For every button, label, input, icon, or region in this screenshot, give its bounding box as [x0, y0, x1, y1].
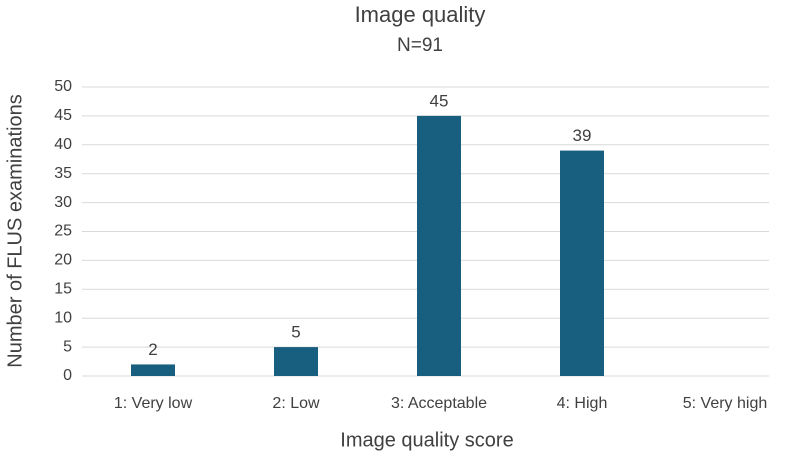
x-tick-label: 2: Low [272, 395, 320, 412]
y-tick-label: 15 [54, 281, 72, 298]
x-tick-label: 5: Very high [683, 395, 768, 412]
y-tick-label: 0 [63, 367, 72, 384]
y-tick-label: 5 [63, 338, 72, 355]
bar [274, 347, 318, 376]
y-tick-label: 40 [54, 136, 72, 153]
value-label: 2 [148, 340, 157, 359]
y-tick-label: 25 [54, 223, 72, 240]
x-tick-label: 3: Acceptable [391, 395, 487, 412]
chart-subtitle: N=91 [397, 35, 443, 56]
y-tick-label: 20 [54, 252, 72, 269]
x-axis-title: Image quality score [340, 429, 513, 451]
value-label: 45 [430, 91, 449, 110]
y-axis-title: Number of FLUS examinations [4, 94, 26, 367]
bar [131, 364, 175, 376]
bar [560, 150, 604, 376]
y-tick-label: 35 [54, 165, 72, 182]
y-tick-label: 45 [54, 107, 72, 124]
value-label: 39 [573, 126, 592, 145]
bar [417, 115, 461, 377]
x-tick-label: 4: High [557, 395, 608, 412]
y-tick-label: 50 [54, 78, 72, 95]
y-tick-label: 30 [54, 194, 72, 211]
value-label: 5 [291, 323, 300, 342]
x-tick-label: 1: Very low [114, 395, 193, 412]
y-tick-label: 10 [54, 309, 72, 326]
chart-title: Image quality [355, 2, 486, 27]
